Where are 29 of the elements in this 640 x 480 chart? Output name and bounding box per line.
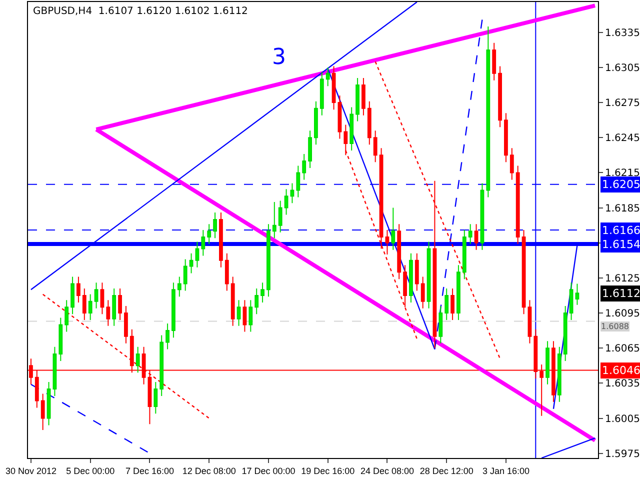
ref-line-label: 1.6154 — [602, 238, 640, 251]
y-tick-label: 1.6125 — [605, 273, 640, 284]
ref-line-label: 1.6166 — [602, 224, 640, 237]
ref-line-label: 1.6046 — [602, 364, 640, 377]
y-tick-label: 1.6065 — [605, 344, 640, 355]
x-tick-label: 17 Dec 00:00 — [242, 466, 296, 476]
y-tick-label: 1.6275 — [605, 98, 640, 110]
annotation: 3 — [272, 45, 286, 70]
y-tick-label: 1.6095 — [605, 308, 640, 320]
y-tick-label: 1.6215 — [605, 168, 640, 180]
x-tick-label: 24 Dec 08:00 — [360, 466, 414, 476]
x-tick-label: 7 Dec 16:00 — [125, 466, 174, 476]
x-tick-label: 3 Jan 16:00 — [482, 466, 530, 476]
y-tick-label: 1.6335 — [605, 28, 640, 39]
x-tick-label: 19 Dec 16:00 — [301, 466, 355, 476]
y-tick-label: 1.6035 — [605, 378, 640, 390]
ref-line-label: 1.6205 — [602, 178, 640, 191]
x-tick-label: 30 Nov 2012 — [5, 466, 56, 476]
x-tick-label: 28 Dec 12:00 — [420, 466, 474, 476]
x-tick-label: 12 Dec 08:00 — [182, 466, 236, 476]
y-tick-label: 1.6245 — [605, 133, 640, 144]
y-tick-label: 1.5975 — [605, 448, 640, 460]
chart-title: GBPUSD,H4 1.6107 1.6120 1.6102 1.6112 — [33, 6, 248, 17]
annotation: 1.6112 — [602, 287, 640, 300]
y-tick-label: 1.6305 — [605, 62, 640, 74]
x-tick-label: 5 Dec 00:00 — [66, 466, 115, 476]
y-tick-label: 1.6185 — [605, 203, 640, 214]
y-tick-label: 1.6005 — [605, 414, 640, 425]
ref-line-label: 1.6088 — [601, 322, 629, 331]
